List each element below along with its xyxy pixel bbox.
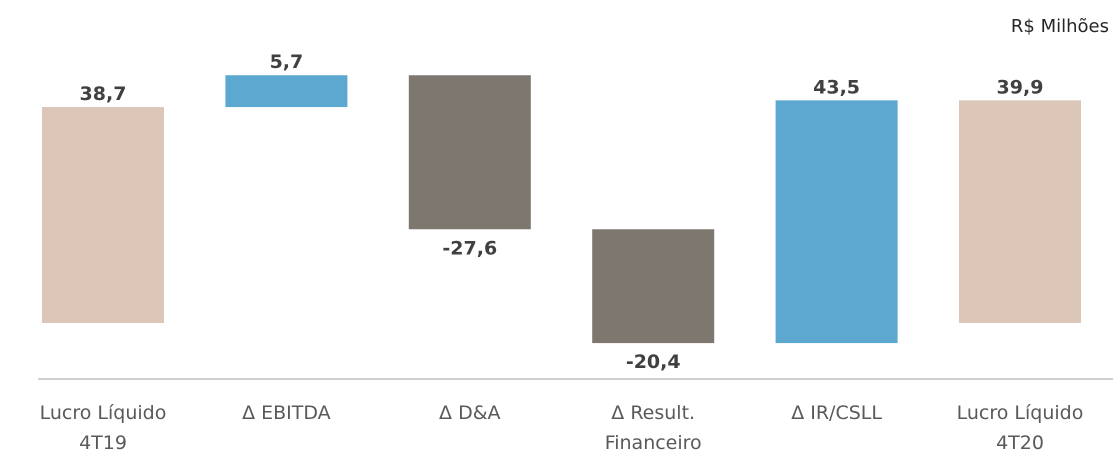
category-label: Lucro Líquido 4T19 [39, 402, 167, 454]
value-label: -27,6 [442, 237, 497, 259]
value-label: 39,9 [997, 76, 1044, 98]
bar [225, 75, 348, 108]
category-label: Δ Result. Financeiro [604, 402, 702, 454]
category-label: Δ EBITDA [242, 402, 331, 424]
category-label: Δ D&A [439, 402, 501, 424]
category-label: Δ IR/CSLL [791, 402, 882, 424]
bar [775, 100, 898, 344]
bar [959, 100, 1081, 323]
value-label: 38,7 [80, 83, 127, 105]
value-label: 5,7 [270, 51, 304, 73]
category-label: Lucro Líquido 4T20 [956, 402, 1084, 454]
value-label: -20,4 [626, 351, 681, 373]
bar [408, 75, 531, 230]
bar [42, 107, 164, 323]
bar [592, 229, 715, 344]
value-label: 43,5 [813, 76, 860, 98]
unit-label: R$ Milhões [1010, 16, 1109, 37]
